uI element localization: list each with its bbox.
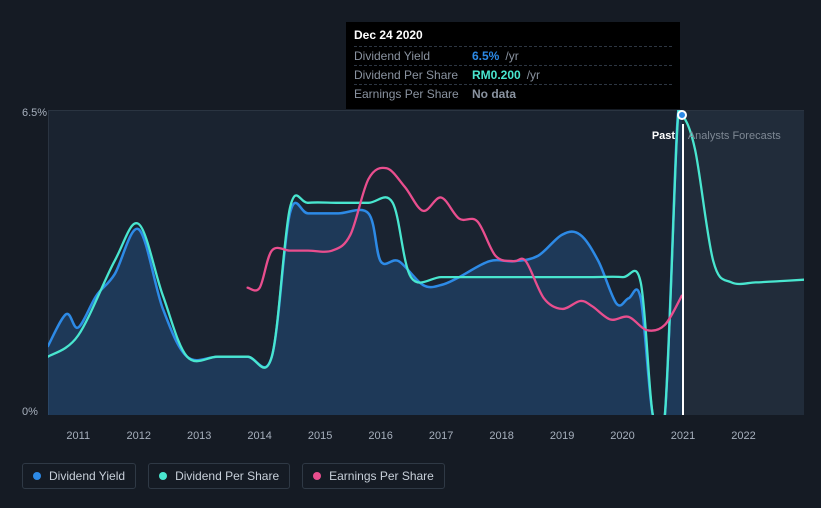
x-axis-tick: 2022 (731, 430, 755, 442)
y-axis-min-label: 0% (22, 406, 38, 418)
x-axis-tick: 2019 (550, 430, 574, 442)
x-axis-tick: 2015 (308, 430, 332, 442)
past-divider-line (682, 124, 684, 415)
x-axis-tick: 2011 (66, 430, 90, 442)
tooltip-value: RM0.200 (472, 68, 521, 82)
x-axis-tick: 2020 (610, 430, 634, 442)
legend-swatch (159, 472, 167, 480)
tooltip-label: Dividend Per Share (354, 68, 466, 82)
x-axis-tick: 2013 (187, 430, 211, 442)
legend-swatch (33, 472, 41, 480)
tooltip-row: Earnings Per Share No data (354, 84, 672, 103)
legend-dividend-per-share[interactable]: Dividend Per Share (148, 463, 290, 489)
tooltip-row: Dividend Yield 6.5% /yr (354, 46, 672, 65)
x-axis-tick: 2017 (429, 430, 453, 442)
x-axis-tick: 2014 (247, 430, 271, 442)
legend-label: Dividend Yield (49, 469, 125, 483)
plot-area[interactable]: Past Analysts Forecasts (48, 110, 804, 415)
forecast-label: Analysts Forecasts (688, 130, 781, 142)
tooltip-row: Dividend Per Share RM0.200 /yr (354, 65, 672, 84)
tooltip-value: 6.5% (472, 49, 499, 63)
dividend-chart: Dec 24 2020 Dividend Yield 6.5% /yr Divi… (0, 0, 821, 508)
past-label: Past (652, 130, 675, 142)
legend-earnings-per-share[interactable]: Earnings Per Share (302, 463, 445, 489)
x-axis-tick: 2012 (126, 430, 150, 442)
hover-marker (677, 110, 687, 120)
tooltip-value: No data (472, 87, 516, 101)
tooltip-unit: /yr (527, 68, 540, 82)
y-axis-max-label: 6.5% (22, 107, 47, 119)
legend-swatch (313, 472, 321, 480)
tooltip-label: Earnings Per Share (354, 87, 466, 101)
legend-dividend-yield[interactable]: Dividend Yield (22, 463, 136, 489)
chart-legend: Dividend Yield Dividend Per Share Earnin… (22, 463, 445, 489)
x-axis-tick: 2021 (671, 430, 695, 442)
chart-tooltip: Dec 24 2020 Dividend Yield 6.5% /yr Divi… (346, 22, 680, 109)
tooltip-date: Dec 24 2020 (354, 28, 672, 42)
tooltip-label: Dividend Yield (354, 49, 466, 63)
tooltip-unit: /yr (505, 49, 518, 63)
x-axis-tick: 2018 (489, 430, 513, 442)
x-axis-tick: 2016 (368, 430, 392, 442)
legend-label: Dividend Per Share (175, 469, 279, 483)
legend-label: Earnings Per Share (329, 469, 434, 483)
